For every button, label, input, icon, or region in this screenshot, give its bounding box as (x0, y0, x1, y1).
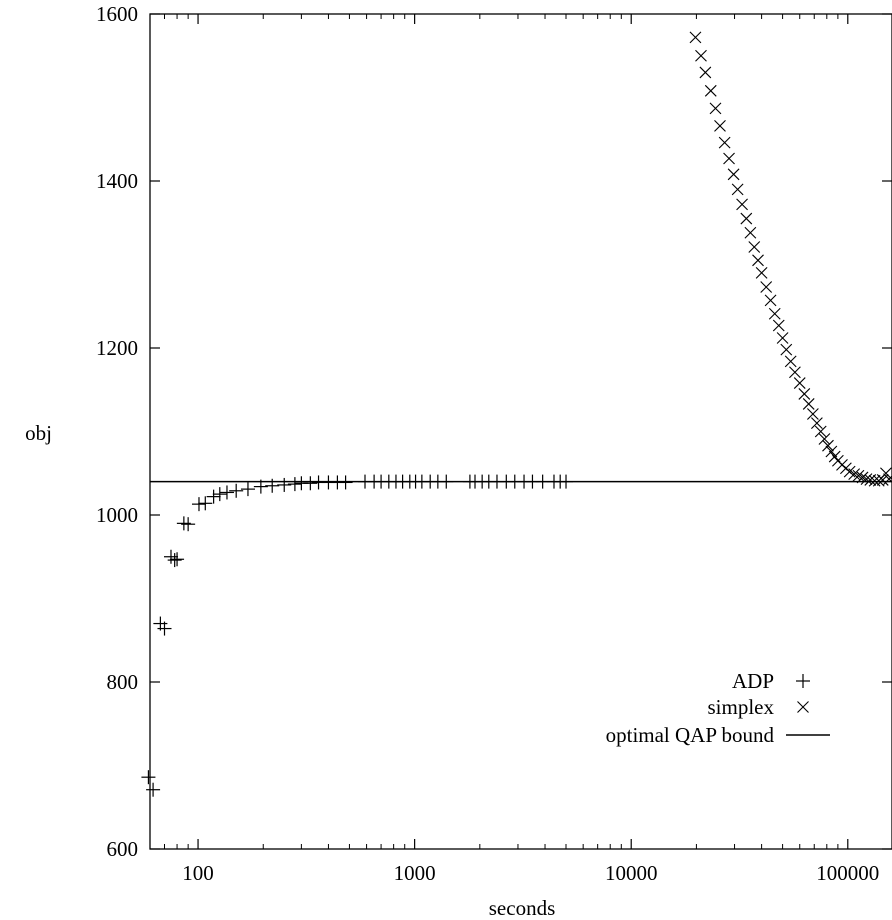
simplex-point (789, 366, 801, 379)
y-axis-label: obj (25, 421, 52, 445)
simplex-point (883, 473, 892, 485)
y-tick-label: 1600 (96, 2, 138, 26)
x-tick-label: 100000 (816, 861, 879, 885)
plot-frame (149, 13, 892, 850)
simplex-point (780, 343, 793, 356)
y-tick-labels: 600 800 1000 1200 1400 1600 (96, 2, 138, 861)
simplex-point (718, 136, 731, 149)
simplex-point (793, 377, 806, 389)
adp-point (559, 474, 574, 489)
simplex-point (818, 433, 831, 445)
simplex-point (772, 319, 785, 332)
adp-point (157, 621, 172, 636)
adp-point (181, 517, 196, 532)
adp-point (338, 475, 353, 490)
simplex-point (736, 198, 748, 211)
simplex-point (825, 445, 838, 458)
y-tick-label: 1200 (96, 336, 138, 360)
adp-point (219, 485, 234, 500)
adp-point (170, 552, 185, 567)
adp-point (198, 496, 213, 511)
simplex-point (814, 425, 827, 438)
simplex-point (689, 31, 702, 44)
adp-point (146, 782, 161, 797)
x-tick-label: 100 (182, 861, 214, 885)
legend-key-simplex (797, 701, 809, 713)
legend-key-adp (796, 674, 810, 688)
adp-point (277, 477, 292, 492)
simplex-point (752, 254, 764, 267)
simplex-point (748, 241, 761, 253)
adp-point (163, 549, 178, 564)
adp-point (176, 516, 191, 531)
simplex-point (755, 266, 768, 279)
simplex-point (784, 355, 797, 368)
y-tick-label: 600 (107, 837, 139, 861)
simplex-point (860, 473, 873, 485)
simplex-point (856, 471, 869, 484)
simplex-point (731, 183, 744, 196)
adp-point (287, 477, 302, 492)
simplex-point (848, 468, 861, 480)
legend-label-simplex: simplex (708, 695, 775, 719)
adp-point (253, 479, 268, 494)
adp-point (206, 489, 221, 504)
simplex-point (802, 398, 815, 410)
simplex-point (723, 152, 735, 165)
legend-label-adp: ADP (732, 669, 774, 693)
y-tick-label: 1400 (96, 169, 138, 193)
simplex-point (768, 307, 781, 320)
adp-point (229, 483, 244, 498)
adp-point (212, 487, 227, 502)
x-tick-labels: 100 1000 10000 100000 (182, 861, 879, 885)
x-tick-label: 10000 (605, 861, 658, 885)
adp-point (167, 553, 182, 568)
simplex-point (880, 467, 892, 480)
x-axis-label: seconds (489, 896, 556, 920)
simplex-point (776, 332, 789, 344)
simplex-point (714, 120, 726, 132)
simplex-point (744, 226, 757, 239)
simplex-series (689, 31, 892, 487)
adp-point (265, 478, 280, 493)
simplex-point (798, 388, 811, 400)
simplex-point (760, 281, 773, 293)
adp-point (240, 482, 255, 497)
simplex-point (695, 49, 707, 62)
adp-series (141, 474, 574, 797)
simplex-point (704, 84, 717, 97)
y-tick-label: 800 (107, 670, 139, 694)
simplex-point (764, 294, 777, 307)
simplex-point (699, 66, 712, 79)
legend-label-optimal-qap-bound: optimal QAP bound (606, 723, 775, 747)
simplex-point (740, 212, 753, 225)
simplex-point (852, 469, 865, 482)
adp-point (303, 476, 318, 491)
x-tick-label: 1000 (394, 861, 436, 885)
adp-point (439, 474, 454, 489)
y-tick-label: 1000 (96, 503, 138, 527)
simplex-point (727, 168, 740, 181)
simplex-point (807, 408, 819, 420)
axis-ticks (149, 13, 892, 850)
simplex-point (811, 417, 823, 430)
simplex-point (822, 439, 834, 452)
adp-point (141, 770, 156, 785)
simplex-point (709, 102, 722, 115)
adp-point (191, 497, 206, 512)
legend: ADP simplex optimal QAP bound (606, 669, 830, 747)
